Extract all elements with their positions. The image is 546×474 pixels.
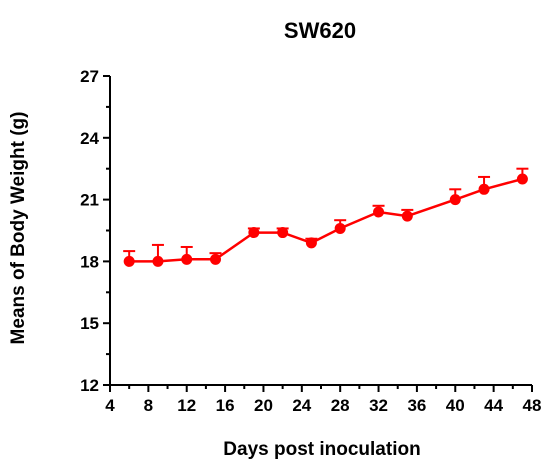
data-point [449,194,461,206]
data-point [305,237,317,249]
data-point [210,253,221,265]
data-point [181,253,193,265]
data-point [123,255,135,267]
series-line [129,177,523,263]
data-point [401,210,413,222]
data-point [248,227,260,239]
x-tick-label: 44 [484,396,503,415]
data-point [478,183,490,195]
y-tick-label: 12 [80,376,99,395]
chart-title: SW620 [284,18,356,43]
data-point [277,227,289,239]
data-point [516,173,528,185]
y-tick-label: 24 [80,129,99,148]
y-tick-label: 18 [80,252,99,271]
x-tick-label: 8 [144,396,153,415]
y-tick-label: 15 [80,314,99,333]
x-tick-label: 4 [105,396,115,415]
x-tick-label: 36 [407,396,426,415]
x-axis-label: Days post inoculation [223,439,420,460]
data-point [373,206,385,218]
y-tick-label: 27 [80,67,99,86]
data-series [123,167,529,267]
y-tick-label: 21 [80,191,99,210]
x-tick-label: 24 [292,396,311,415]
x-tick-label: 20 [254,396,273,415]
x-tick-label: 48 [523,396,542,415]
y-axis-label: Means of Body Weight (g) [8,112,29,345]
x-tick-label: 40 [446,396,465,415]
data-point [334,222,346,234]
x-tick-label: 16 [216,396,235,415]
x-tick-label: 28 [331,396,350,415]
x-tick-label: 32 [369,396,388,415]
x-tick-label: 12 [177,396,196,415]
data-point [152,255,164,267]
